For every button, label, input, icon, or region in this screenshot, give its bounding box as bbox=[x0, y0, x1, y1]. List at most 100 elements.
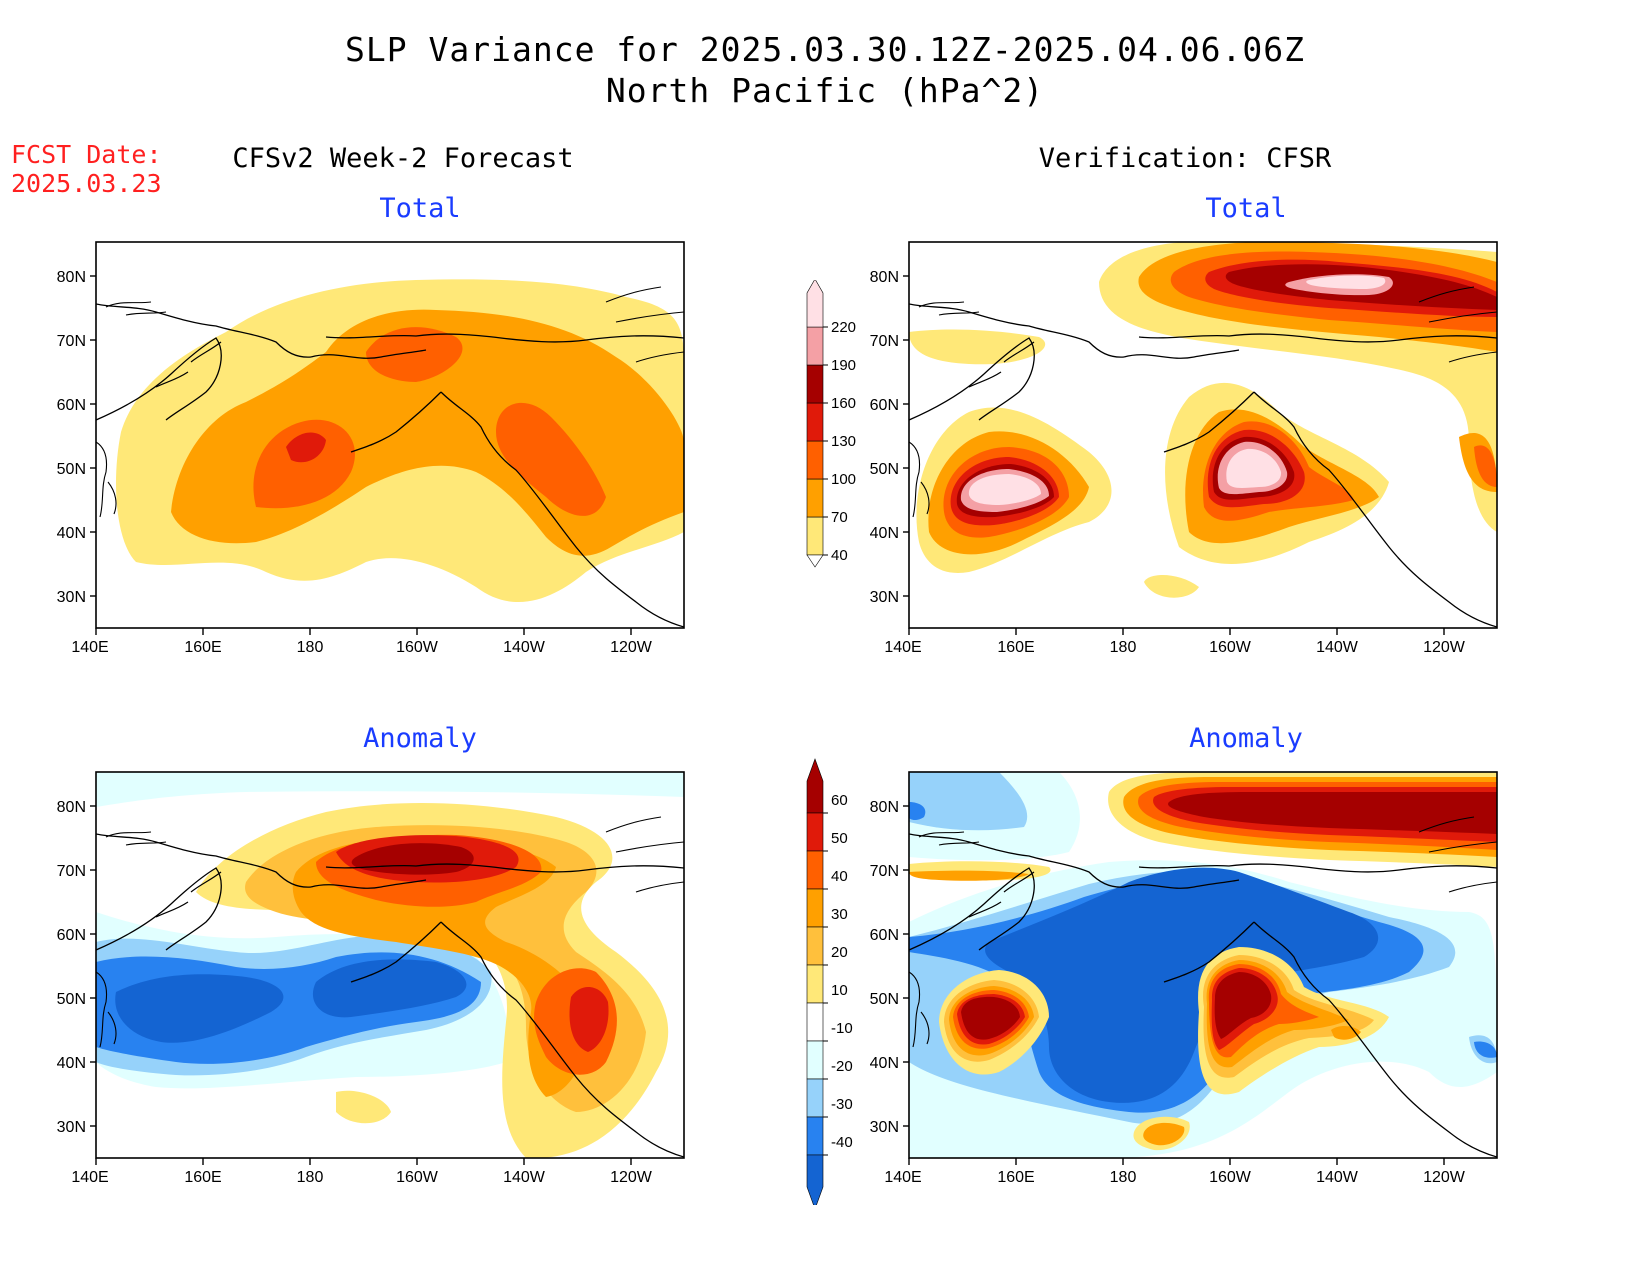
svg-text:60N: 60N bbox=[870, 927, 899, 944]
svg-text:160E: 160E bbox=[997, 639, 1034, 656]
colorbar-total-label: 100 bbox=[831, 471, 856, 488]
map-forecast-total: 80N 70N 60N 50N 40N 30N 140E 160E 180 160W 14… bbox=[57, 241, 685, 656]
svg-text:120W: 120W bbox=[610, 1169, 653, 1186]
svg-text:70N: 70N bbox=[870, 333, 899, 350]
svg-text:180: 180 bbox=[297, 639, 324, 656]
svg-text:160E: 160E bbox=[997, 1169, 1034, 1186]
panel-subtitle-bottom-right: Anomaly bbox=[1189, 723, 1303, 754]
svg-text:30N: 30N bbox=[57, 589, 86, 606]
map-verification-anomaly: 80N 70N 60N 50N 40N 30N 140E 160E 180 160W 14… bbox=[870, 771, 1498, 1186]
colorbar-total-label: 190 bbox=[831, 357, 856, 374]
colorbar-total-swatches bbox=[806, 280, 824, 568]
svg-text:140E: 140E bbox=[884, 639, 921, 656]
svg-text:140E: 140E bbox=[71, 1169, 108, 1186]
svg-text:160W: 160W bbox=[396, 639, 439, 656]
map-verification-total: 80N 70N 60N 50N 40N 30N 140E 160E 180 160W 14… bbox=[870, 241, 1498, 656]
colorbar-total-label: 160 bbox=[831, 395, 856, 412]
svg-text:40N: 40N bbox=[57, 1055, 86, 1072]
chart-title-line2: North Pacific (hPa^2) bbox=[605, 71, 1045, 110]
colorbar-total: 40 70 100 130 160 190 220 bbox=[806, 280, 856, 568]
colorbar-anomaly-swatch bbox=[806, 758, 824, 814]
svg-text:70N: 70N bbox=[57, 333, 86, 350]
left-column-title: CFSv2 Week-2 Forecast bbox=[232, 143, 574, 174]
svg-text:80N: 80N bbox=[57, 799, 86, 816]
svg-text:80N: 80N bbox=[57, 269, 86, 286]
colorbar-anomaly-label: 20 bbox=[831, 944, 848, 961]
svg-text:180: 180 bbox=[1110, 639, 1137, 656]
map-forecast-anomaly: 80N 70N 60N 50N 40N 30N 140E 160E 180 160W 14… bbox=[57, 771, 685, 1186]
colorbar-anomaly-swatch bbox=[806, 1116, 824, 1156]
svg-text:80N: 80N bbox=[870, 269, 899, 286]
svg-text:60N: 60N bbox=[57, 397, 86, 414]
colorbar-anomaly-label: 50 bbox=[831, 830, 848, 847]
svg-text:120W: 120W bbox=[1423, 639, 1466, 656]
colorbar-total-label: 70 bbox=[831, 509, 848, 526]
svg-text:120W: 120W bbox=[1423, 1169, 1466, 1186]
colorbar-total-label: 130 bbox=[831, 433, 856, 450]
svg-text:40N: 40N bbox=[870, 1055, 899, 1072]
colorbar-anomaly-labels: 60 50 40 30 20 10 -10 -20 -30 -40 bbox=[823, 792, 853, 1156]
forecast-date-label: FCST Date: bbox=[11, 140, 162, 169]
colorbar-total-swatch bbox=[806, 478, 824, 518]
colorbar-total-swatch bbox=[806, 326, 824, 366]
svg-text:160W: 160W bbox=[1209, 1169, 1252, 1186]
svg-text:30N: 30N bbox=[57, 1119, 86, 1136]
colorbar-anomaly-label: -40 bbox=[831, 1134, 853, 1151]
svg-text:160W: 160W bbox=[1209, 639, 1252, 656]
panel-subtitle-top-left: Total bbox=[379, 193, 461, 224]
svg-text:120W: 120W bbox=[610, 639, 653, 656]
svg-text:140W: 140W bbox=[1316, 639, 1359, 656]
forecast-date-value: 2025.03.23 bbox=[11, 169, 162, 198]
svg-text:50N: 50N bbox=[870, 991, 899, 1008]
svg-text:40N: 40N bbox=[870, 525, 899, 542]
colorbar-anomaly-label: 10 bbox=[831, 982, 848, 999]
colorbar-anomaly-swatches bbox=[806, 758, 824, 1205]
colorbar-total-label: 220 bbox=[831, 319, 856, 336]
svg-text:60N: 60N bbox=[870, 397, 899, 414]
colorbar-total-labels: 40 70 100 130 160 190 220 bbox=[823, 319, 856, 564]
svg-text:30N: 30N bbox=[870, 1119, 899, 1136]
colorbar-anomaly-swatch bbox=[806, 964, 824, 1004]
colorbar-total-swatch bbox=[806, 364, 824, 404]
colorbar-total-swatch bbox=[806, 440, 824, 480]
svg-text:80N: 80N bbox=[870, 799, 899, 816]
svg-text:140E: 140E bbox=[884, 1169, 921, 1186]
right-column-title: Verification: CFSR bbox=[1038, 143, 1332, 174]
svg-text:180: 180 bbox=[297, 1169, 324, 1186]
colorbar-anomaly-swatch bbox=[806, 1154, 824, 1205]
colorbar-anomaly-swatch bbox=[806, 1002, 824, 1042]
colorbar-anomaly-label: 40 bbox=[831, 868, 848, 885]
colorbar-anomaly-swatch bbox=[806, 850, 824, 890]
chart-title-line1: SLP Variance for 2025.03.30.12Z-2025.04.… bbox=[345, 30, 1305, 69]
colorbar-anomaly: 60 50 40 30 20 10 -10 -20 -30 -40 bbox=[806, 758, 853, 1205]
svg-text:140E: 140E bbox=[71, 639, 108, 656]
svg-text:140W: 140W bbox=[503, 639, 546, 656]
svg-text:50N: 50N bbox=[57, 991, 86, 1008]
colorbar-anomaly-swatch bbox=[806, 1040, 824, 1080]
panel-subtitle-top-right: Total bbox=[1205, 193, 1287, 224]
colorbar-total-swatch bbox=[806, 402, 824, 442]
colorbar-anomaly-label: 60 bbox=[831, 792, 848, 809]
svg-text:40N: 40N bbox=[57, 525, 86, 542]
colorbar-anomaly-label: 30 bbox=[831, 906, 848, 923]
svg-text:30N: 30N bbox=[870, 589, 899, 606]
forecast-date-block: FCST Date: 2025.03.23 bbox=[11, 140, 162, 198]
colorbar-total-lower-end bbox=[806, 554, 824, 568]
panel-subtitle-bottom-left: Anomaly bbox=[363, 723, 477, 754]
svg-text:70N: 70N bbox=[57, 863, 86, 880]
colorbar-anomaly-swatch bbox=[806, 926, 824, 966]
colorbar-anomaly-label: -20 bbox=[831, 1058, 853, 1075]
svg-text:160E: 160E bbox=[184, 1169, 221, 1186]
colorbar-total-label: 40 bbox=[831, 547, 848, 564]
colorbar-total-swatch bbox=[806, 280, 824, 328]
svg-text:60N: 60N bbox=[57, 927, 86, 944]
svg-text:140W: 140W bbox=[1316, 1169, 1359, 1186]
svg-text:50N: 50N bbox=[57, 461, 86, 478]
colorbar-anomaly-label: -30 bbox=[831, 1096, 853, 1113]
colorbar-anomaly-label: -10 bbox=[831, 1020, 853, 1037]
svg-text:140W: 140W bbox=[503, 1169, 546, 1186]
svg-text:160W: 160W bbox=[396, 1169, 439, 1186]
svg-text:160E: 160E bbox=[184, 639, 221, 656]
colorbar-anomaly-swatch bbox=[806, 812, 824, 852]
colorbar-anomaly-swatch bbox=[806, 888, 824, 928]
